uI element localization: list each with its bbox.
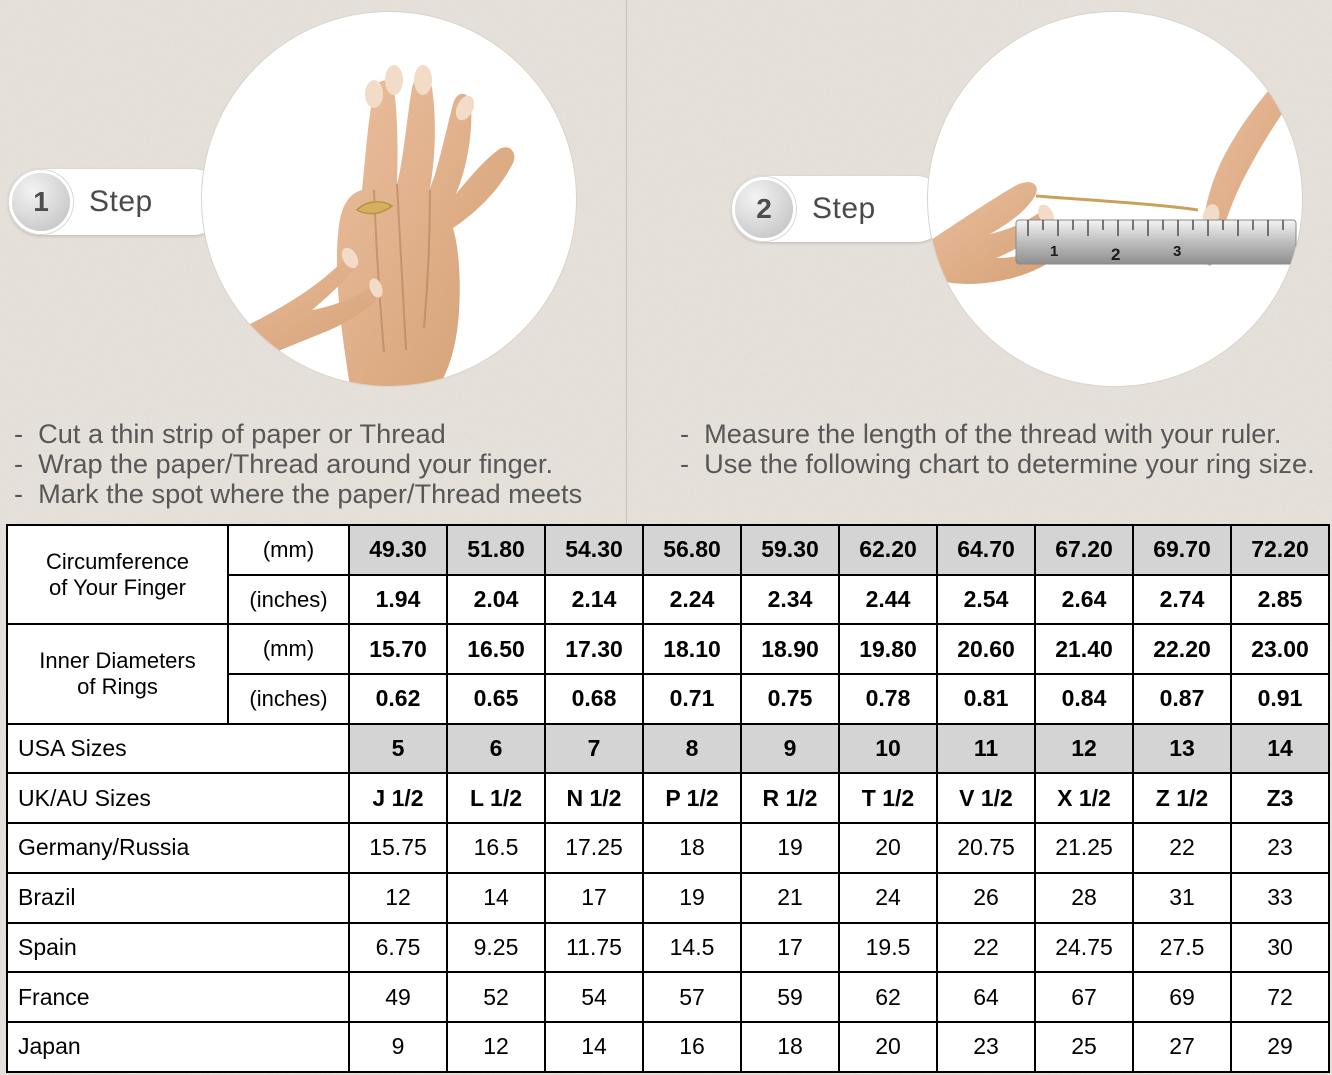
svg-text:3: 3: [1173, 243, 1181, 260]
svg-text:1: 1: [1050, 243, 1058, 260]
svg-text:2: 2: [1111, 245, 1120, 264]
